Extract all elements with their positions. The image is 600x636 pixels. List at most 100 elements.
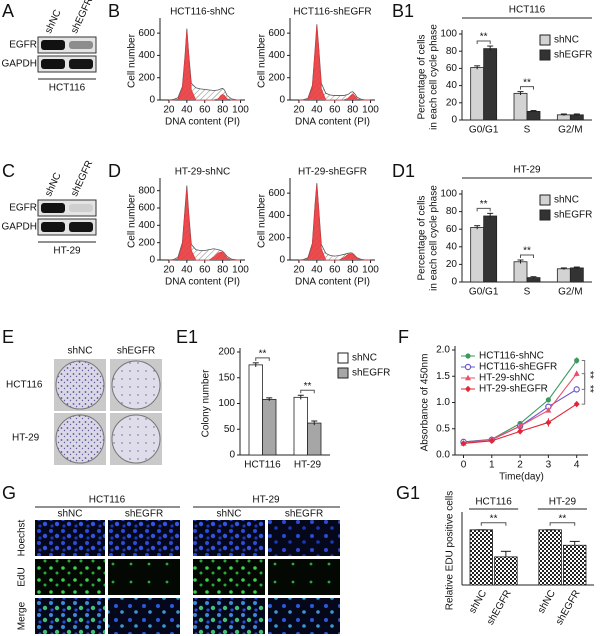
y-axis-label: Percentage of cells: [417, 195, 428, 280]
y-tick-label: 1.0: [436, 397, 450, 408]
legend-label: HCT116-shEGFR: [479, 362, 557, 373]
blot-band: [41, 40, 65, 50]
x-tick-label: 60: [199, 105, 211, 116]
y-tick-label: 60: [446, 63, 458, 74]
y-tick-label: 0: [149, 95, 155, 106]
micrograph: [193, 520, 265, 556]
row-label: Merge: [17, 601, 28, 630]
row-label: EGFR: [9, 203, 37, 214]
y-tick-label: 20: [446, 259, 458, 270]
x-tick-label: 20: [293, 105, 305, 116]
blot-band: [41, 59, 65, 69]
x-tick-label: 40: [181, 105, 193, 116]
bar: [470, 67, 485, 121]
legend-marker: [465, 353, 471, 359]
legend-label: shEGFR: [352, 368, 390, 379]
x-tick-label: HT-29: [294, 460, 322, 471]
y-tick-label: 200: [138, 237, 155, 248]
y-axis-label: Relative EDU positive cells: [445, 491, 456, 611]
column-label: shNC: [67, 346, 92, 357]
significance-label: **: [259, 348, 267, 359]
chart-title: HCT116-shEGFR: [293, 7, 371, 18]
legend-swatch: [337, 352, 349, 364]
x-tick-label: 40: [311, 265, 323, 276]
bar: [538, 529, 562, 586]
bar: [483, 215, 498, 283]
micrograph: [35, 598, 105, 634]
significance-label: **: [304, 381, 312, 392]
significance-bracket: [255, 357, 270, 361]
x-tick-label: 80: [217, 105, 229, 116]
chart-title: HT-29-shNC: [175, 167, 231, 178]
marker: [488, 437, 495, 445]
chart-title: HCT116: [509, 5, 546, 16]
cell-line: HT-29: [53, 246, 81, 257]
y-tick-label: 80: [446, 206, 458, 217]
x-tick-label: HCT116: [244, 460, 281, 471]
y-tick-label: 200: [218, 347, 235, 358]
x-tick-label: shEGFR: [485, 588, 514, 627]
y-tick-label: 600: [138, 28, 155, 39]
legend-label: HCT116-shNC: [479, 351, 544, 362]
lane-label: shEGFR: [69, 0, 95, 35]
legend-marker: [464, 363, 472, 371]
panel-label: G: [2, 483, 16, 503]
column-label: shEGFR: [117, 346, 155, 357]
column-label: shNC: [57, 509, 82, 520]
panel-label: E1: [176, 327, 198, 347]
colony-plates: shNC shEGFR HCT116 HT-29: [6, 346, 162, 465]
plate: [111, 360, 161, 410]
x-tick-label: 4: [574, 460, 580, 471]
marker: [545, 397, 551, 403]
group-label: HCT116: [89, 495, 126, 506]
y-tick-label: 400: [268, 210, 285, 221]
bar: [469, 529, 494, 586]
y-tick-label: 600: [268, 28, 285, 39]
blot-band: [69, 204, 93, 212]
panel-label: D1: [392, 161, 415, 181]
marker: [517, 428, 524, 435]
legend-label: shNC: [554, 35, 579, 46]
x-tick-label: 80: [347, 265, 359, 276]
legend-marker: [465, 374, 471, 381]
plate: [55, 360, 105, 410]
x-tick-label: 3: [546, 460, 552, 471]
panel-label: E: [2, 327, 14, 347]
x-tick-label: 80: [347, 105, 359, 116]
lane-label: shEGFR: [69, 159, 95, 198]
column-label: shEGFR: [125, 509, 163, 520]
column-label: shEGFR: [285, 509, 323, 520]
y-tick-label: 200: [138, 72, 155, 83]
micrograph: [268, 520, 340, 556]
x-tick-label: 100: [362, 105, 379, 116]
x-tick-label: 20: [163, 105, 175, 116]
chart-title: HCT116-shNC: [170, 7, 235, 18]
x-tick-label: 0: [461, 460, 467, 471]
x-tick-label: S: [524, 125, 531, 136]
micrograph: [268, 559, 340, 595]
significance-bracket: [520, 86, 534, 90]
y-axis-label: Cell number: [257, 33, 268, 88]
column-label: shNC: [216, 509, 241, 520]
x-tick-label: shNC: [467, 588, 489, 615]
y-tick-label: 0: [451, 115, 457, 126]
y-tick-label: 2.0: [436, 345, 450, 356]
significance-bracket: [476, 207, 491, 212]
x-axis-label: DNA content (PI): [295, 117, 370, 128]
bar: [513, 92, 528, 121]
significance-label: **: [559, 513, 567, 524]
legend-label: shEGFR: [554, 50, 592, 61]
x-tick-label: shEGFR: [554, 588, 583, 627]
legend-swatch: [539, 209, 551, 221]
bar: [494, 556, 518, 586]
histogram-area: [298, 26, 371, 101]
legend-label: shNC: [554, 195, 579, 206]
group-label: HCT116: [475, 497, 512, 508]
row-label: HT-29: [12, 433, 40, 444]
panel-label: G1: [396, 483, 420, 503]
y-tick-label: 1.5: [436, 371, 450, 382]
x-tick-label: 40: [311, 105, 323, 116]
significance-label: **: [584, 385, 595, 393]
micrograph: [193, 559, 265, 595]
